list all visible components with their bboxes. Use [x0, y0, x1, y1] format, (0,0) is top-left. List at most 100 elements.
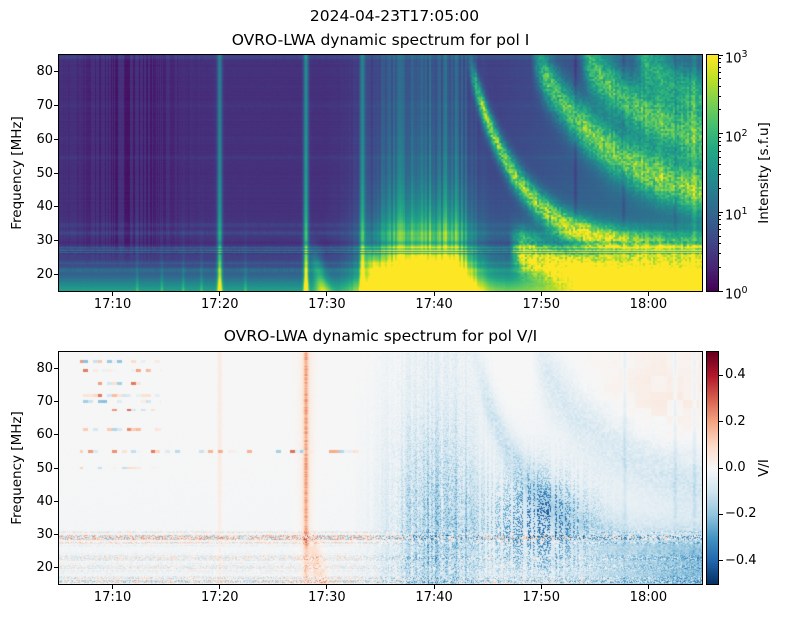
y-tick-mark: [54, 172, 58, 174]
x-tick-label: 17:30: [308, 297, 346, 312]
x-tick-mark: [647, 585, 649, 589]
y-tick-mark: [54, 239, 58, 241]
y-tick-mark: [54, 401, 58, 403]
colorbar-minor-tick-mark: [719, 156, 721, 158]
y-tick-mark: [54, 206, 58, 208]
colorbar-minor-tick-mark: [719, 62, 721, 64]
colorbar-minor-tick-mark: [719, 243, 721, 245]
colorbar-minor-tick-mark: [719, 215, 721, 217]
colorbar-tick-label: 0.0: [725, 460, 746, 475]
pol-i-colorbar-gradient: [706, 54, 719, 292]
y-tick-label: 80: [36, 361, 53, 377]
colorbar-minor-tick-mark: [719, 109, 721, 111]
colorbar-minor-tick-mark: [719, 95, 721, 97]
y-tick-label: 60: [36, 427, 53, 443]
figure-suptitle: 2024-04-23T17:05:00: [309, 7, 480, 25]
colorbar-tick-label: 0.4: [725, 367, 746, 383]
x-tick-mark: [540, 292, 542, 296]
x-tick-label: 17:50: [522, 297, 560, 312]
colorbar-minor-tick-mark: [719, 266, 721, 268]
x-tick-mark: [112, 585, 114, 589]
x-tick-label: 18:00: [629, 297, 668, 312]
colorbar-tick-mark: [719, 513, 723, 515]
x-tick-mark: [433, 585, 435, 589]
pol-vi-colorbar-label: V/I: [756, 459, 772, 477]
x-tick-mark: [112, 292, 114, 296]
colorbar-tick-mark: [719, 211, 723, 213]
y-tick-label: 20: [36, 266, 53, 282]
colorbar-minor-tick-mark: [719, 174, 721, 176]
y-tick-label: 60: [36, 131, 53, 147]
colorbar-tick-label: 100: [725, 285, 748, 303]
colorbar-minor-tick-mark: [719, 145, 721, 147]
x-tick-label: 17:20: [201, 590, 239, 605]
pol-i-colorbar-label: Intensity [s.f.u]: [756, 122, 772, 224]
colorbar-tick-mark: [719, 467, 723, 469]
x-tick-mark: [326, 292, 328, 296]
y-tick-mark: [54, 138, 58, 140]
colorbar-minor-tick-mark: [719, 78, 721, 80]
x-tick-mark: [540, 585, 542, 589]
colorbar-tick-label: 101: [725, 206, 748, 224]
x-tick-mark: [326, 585, 328, 589]
y-tick-label: 50: [36, 165, 53, 181]
colorbar-minor-tick-mark: [719, 224, 721, 226]
colorbar-minor-tick-mark: [719, 58, 721, 60]
y-tick-label: 20: [36, 559, 53, 575]
colorbar-minor-tick-mark: [719, 140, 721, 142]
colorbar-minor-tick-mark: [719, 164, 721, 166]
colorbar-tick-label: −0.4: [725, 552, 757, 568]
x-tick-mark: [433, 292, 435, 296]
colorbar-minor-tick-mark: [719, 252, 721, 254]
x-tick-label: 17:50: [522, 590, 560, 605]
y-tick-mark: [54, 368, 58, 370]
colorbar-minor-tick-mark: [719, 229, 721, 231]
y-tick-label: 40: [36, 493, 53, 509]
y-tick-label: 70: [36, 394, 53, 410]
colorbar-tick-label: −0.2: [725, 506, 757, 522]
y-tick-mark: [54, 434, 58, 436]
colorbar-tick-label: 0.2: [725, 413, 746, 429]
y-tick-mark: [54, 105, 58, 107]
pol-vi-title: OVRO-LWA dynamic spectrum for pol V/I: [223, 327, 538, 345]
colorbar-minor-tick-mark: [719, 136, 721, 138]
y-tick-label: 50: [36, 460, 53, 476]
colorbar-tick-label: 103: [725, 49, 748, 67]
y-tick-label: 30: [36, 526, 53, 542]
y-tick-mark: [54, 533, 58, 535]
pol-i-spectrogram-heatmap: [58, 54, 703, 292]
colorbar-tick-mark: [719, 290, 723, 292]
colorbar-tick-label: 102: [725, 127, 748, 145]
y-tick-mark: [54, 467, 58, 469]
colorbar-minor-tick-mark: [719, 219, 721, 221]
y-tick-label: 80: [36, 64, 53, 80]
y-tick-mark: [54, 71, 58, 73]
colorbar-minor-tick-mark: [719, 150, 721, 152]
y-tick-label: 30: [36, 232, 53, 248]
colorbar-minor-tick-mark: [719, 235, 721, 237]
y-tick-label: 70: [36, 98, 53, 114]
x-tick-label: 17:10: [93, 590, 132, 605]
colorbar-minor-tick-mark: [719, 66, 721, 68]
pol-vi-colorbar-gradient: [706, 351, 719, 585]
x-tick-mark: [647, 292, 649, 296]
x-tick-label: 17:20: [201, 297, 239, 312]
colorbar-tick-mark: [719, 133, 723, 135]
x-tick-label: 17:30: [308, 590, 346, 605]
x-tick-label: 18:00: [629, 590, 668, 605]
x-tick-label: 17:40: [415, 590, 453, 605]
colorbar-tick-mark: [719, 560, 723, 562]
y-tick-mark: [54, 500, 58, 502]
y-tick-mark: [54, 273, 58, 275]
colorbar-minor-tick-mark: [719, 71, 721, 73]
colorbar-tick-mark: [719, 421, 723, 423]
y-tick-label: 40: [36, 199, 53, 215]
colorbar-minor-tick-mark: [719, 188, 721, 190]
x-tick-label: 17:10: [93, 297, 132, 312]
x-tick-label: 17:40: [415, 297, 453, 312]
colorbar-tick-mark: [719, 54, 723, 56]
x-tick-mark: [219, 585, 221, 589]
pol-vi-spectrogram-heatmap: [58, 351, 703, 585]
colorbar-minor-tick-mark: [719, 85, 721, 87]
